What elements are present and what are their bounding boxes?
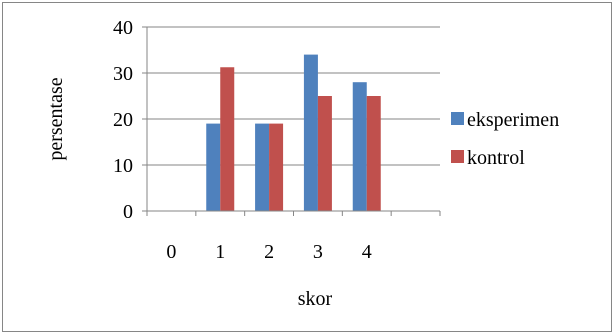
bar-eksperimen-1: [206, 123, 221, 211]
x-tick-label: 4: [362, 241, 372, 263]
x-tick-label: 3: [313, 241, 323, 263]
bar-eksperimen-2: [255, 123, 270, 211]
y-tick-label: 40: [113, 17, 133, 39]
y-tick-label: 20: [113, 109, 133, 131]
y-tick-label: 10: [113, 155, 133, 177]
bar-kontrol-4: [366, 96, 381, 211]
gridlines: [147, 26, 440, 166]
x-tick-label: 2: [264, 241, 274, 263]
legend-swatch-eksperimen: [451, 112, 464, 125]
y-tick-label: 30: [113, 63, 133, 85]
bar-kontrol-2: [269, 123, 284, 211]
y-tick-labels: 0 10 20 30 40: [113, 17, 133, 223]
x-axis-label: skor: [298, 288, 333, 310]
bar-eksperimen-4: [352, 82, 367, 211]
bar-kontrol-1: [220, 67, 235, 211]
y-axis-label: persentase: [45, 77, 67, 160]
bar-eksperimen-3: [303, 54, 318, 211]
y-tick-label: 0: [123, 201, 133, 223]
x-tick-labels: 0 1 2 3 4: [166, 241, 371, 263]
bar-kontrol-3: [317, 96, 332, 211]
legend: eksperimen kontrol: [451, 109, 559, 169]
x-tick-label: 1: [215, 241, 225, 263]
legend-swatch-kontrol: [451, 150, 464, 163]
legend-label-eksperimen: eksperimen: [467, 109, 559, 131]
axes: [142, 26, 441, 216]
bars: [206, 54, 381, 211]
legend-label-kontrol: kontrol: [467, 147, 525, 169]
x-tick-label: 0: [166, 241, 176, 263]
